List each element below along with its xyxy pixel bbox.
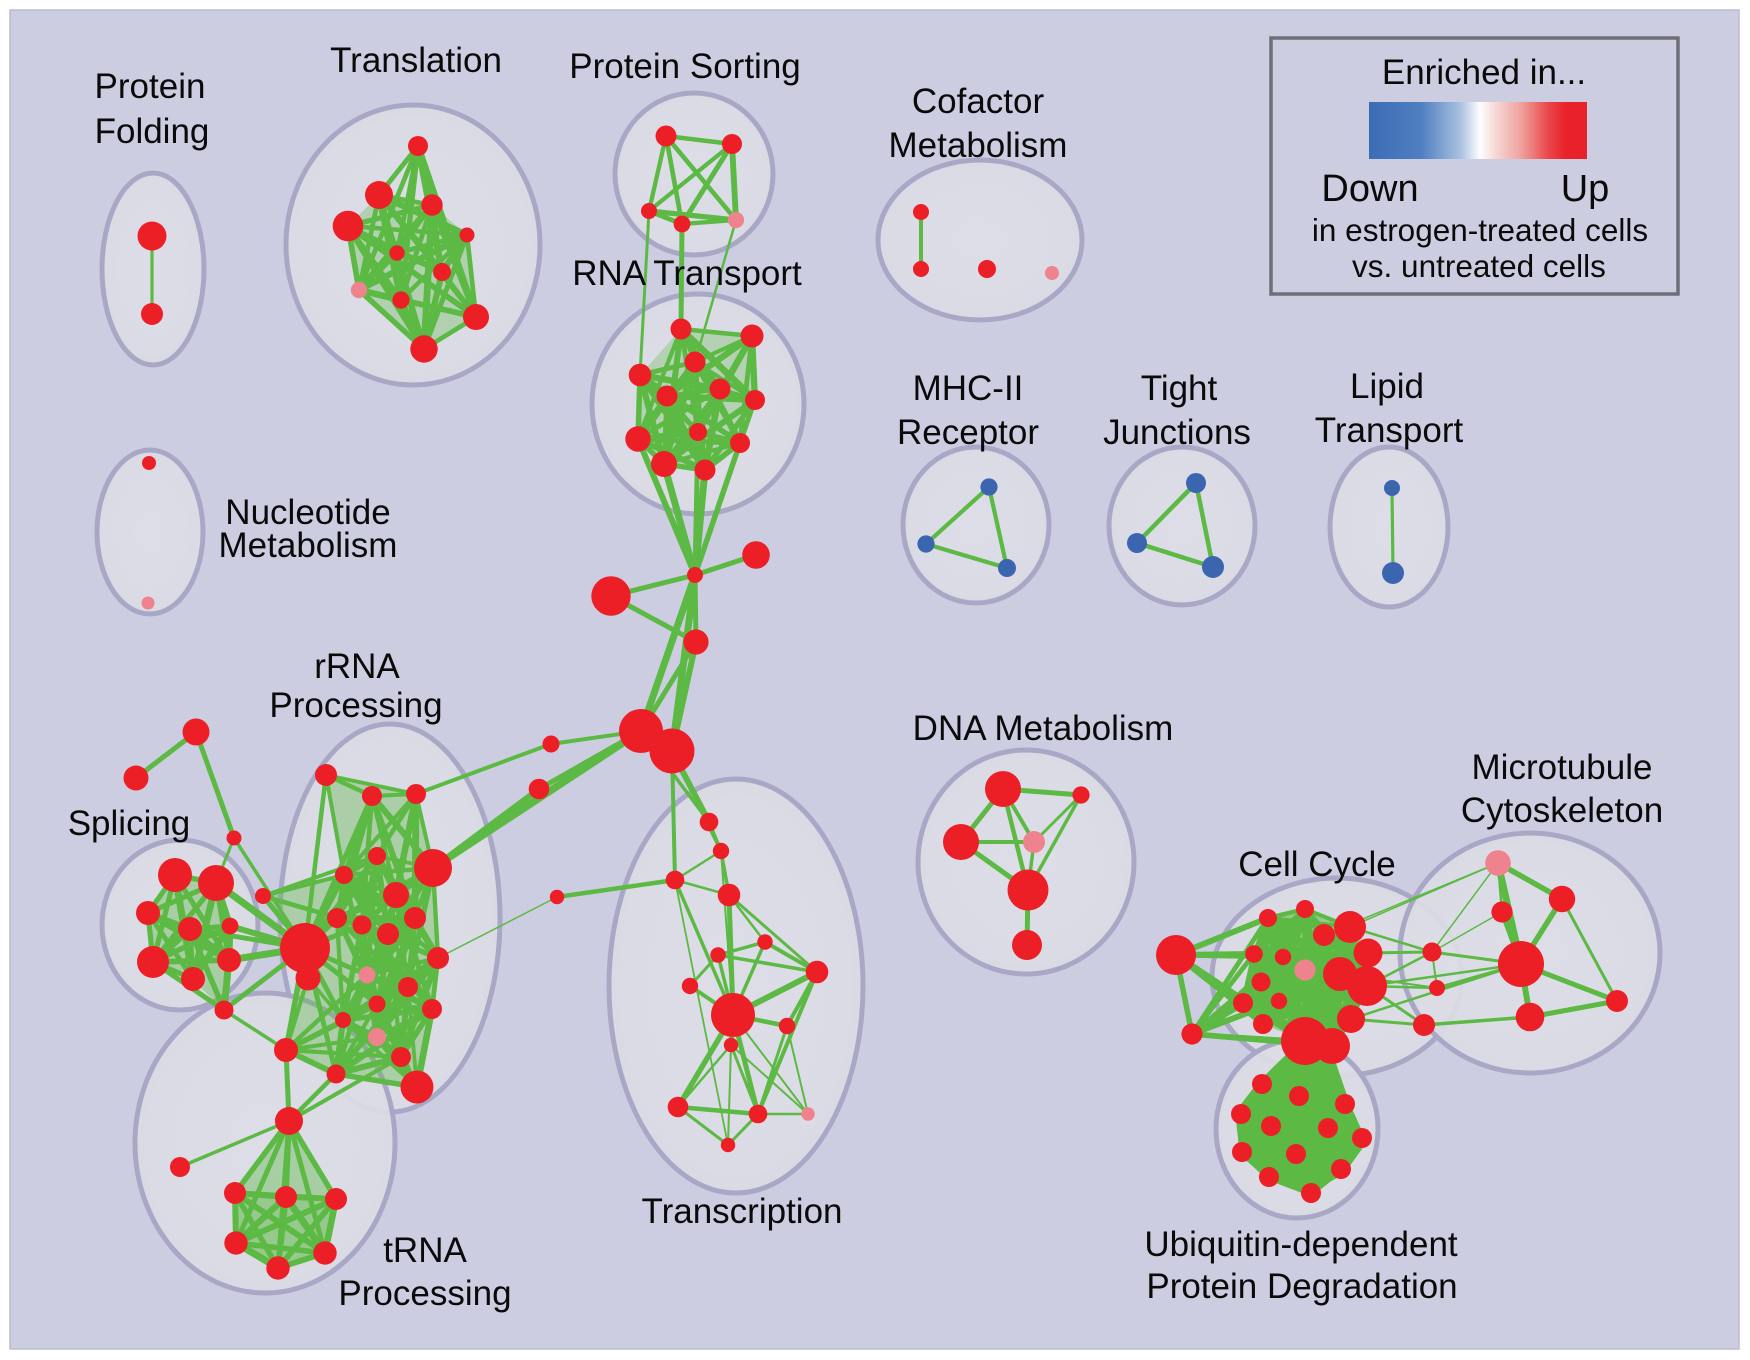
svg-text:Microtubule: Microtubule <box>1472 748 1653 787</box>
svg-text:Nucleotide: Nucleotide <box>225 493 390 532</box>
svg-text:Metabolism: Metabolism <box>889 126 1068 165</box>
svg-text:Receptor: Receptor <box>897 413 1039 452</box>
svg-text:Cytoskeleton: Cytoskeleton <box>1461 791 1663 830</box>
svg-text:Transport: Transport <box>1315 411 1464 450</box>
svg-text:Up: Up <box>1561 168 1610 210</box>
svg-text:Translation: Translation <box>330 41 502 80</box>
svg-text:Protein: Protein <box>95 67 206 106</box>
svg-text:Ubiquitin-dependent: Ubiquitin-dependent <box>1144 1225 1458 1264</box>
svg-text:vs. untreated cells: vs. untreated cells <box>1352 248 1606 284</box>
svg-text:in estrogen-treated cells: in estrogen-treated cells <box>1312 212 1648 248</box>
svg-text:rRNA: rRNA <box>314 647 400 686</box>
svg-text:RNA Transport: RNA Transport <box>572 254 802 293</box>
svg-text:Folding: Folding <box>95 112 210 151</box>
svg-text:Cell Cycle: Cell Cycle <box>1238 845 1396 884</box>
svg-text:Protein Sorting: Protein Sorting <box>569 47 801 86</box>
svg-text:Lipid: Lipid <box>1350 367 1424 406</box>
svg-text:Protein Degradation: Protein Degradation <box>1146 1267 1457 1306</box>
svg-text:Enriched in...: Enriched in... <box>1382 53 1586 92</box>
svg-text:tRNA: tRNA <box>383 1231 467 1270</box>
svg-text:Junctions: Junctions <box>1103 413 1251 452</box>
svg-text:Down: Down <box>1321 168 1418 210</box>
svg-text:Tight: Tight <box>1141 369 1218 408</box>
svg-text:Processing: Processing <box>338 1274 511 1313</box>
svg-text:Splicing: Splicing <box>68 804 191 843</box>
svg-text:MHC-II: MHC-II <box>913 369 1024 408</box>
svg-text:Processing: Processing <box>269 686 442 725</box>
svg-text:Metabolism: Metabolism <box>219 526 398 565</box>
svg-text:Cofactor: Cofactor <box>912 82 1045 121</box>
svg-text:DNA Metabolism: DNA Metabolism <box>913 709 1174 748</box>
svg-text:Transcription: Transcription <box>642 1192 843 1231</box>
